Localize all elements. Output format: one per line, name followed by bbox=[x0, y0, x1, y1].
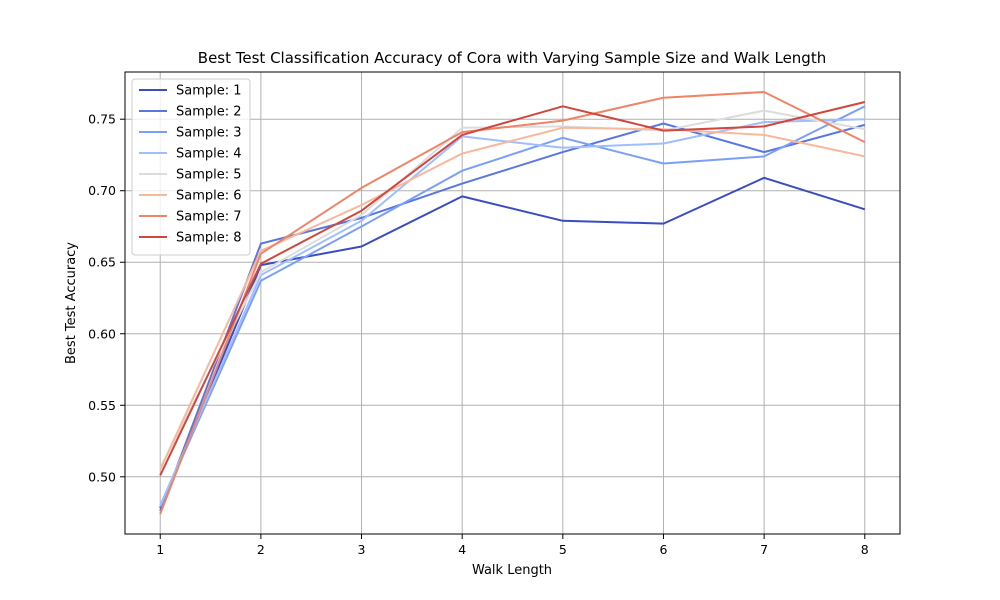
series-line-sample-4 bbox=[159, 118, 865, 506]
series-line-sample-3 bbox=[159, 105, 866, 508]
y-tick-label: 0.60 bbox=[88, 326, 116, 341]
legend-label: Sample: 3 bbox=[176, 126, 242, 141]
x-tick-label: 4 bbox=[458, 542, 466, 557]
x-tick-label: 6 bbox=[659, 542, 667, 557]
x-tick-label: 3 bbox=[358, 542, 366, 557]
y-tick-label: 0.55 bbox=[88, 398, 116, 413]
x-tick-label: 8 bbox=[861, 542, 869, 557]
legend-label: Sample: 8 bbox=[176, 231, 242, 246]
series-line-sample-8 bbox=[159, 101, 866, 476]
series-line-sample-7 bbox=[159, 91, 866, 515]
y-axis-label: Best Test Accuracy bbox=[64, 242, 79, 364]
series-line-sample-2 bbox=[159, 122, 866, 512]
x-tick-label: 1 bbox=[156, 542, 164, 557]
legend-label: Sample: 5 bbox=[176, 168, 242, 183]
x-tick-label: 5 bbox=[559, 542, 567, 557]
x-tick-label: 2 bbox=[257, 542, 265, 557]
legend-label: Sample: 6 bbox=[176, 189, 242, 204]
y-tick-label: 0.70 bbox=[88, 183, 116, 198]
legend-label: Sample: 7 bbox=[176, 210, 242, 225]
x-tick-label: 7 bbox=[760, 542, 768, 557]
y-tick-label: 0.50 bbox=[88, 469, 116, 484]
legend-label: Sample: 4 bbox=[176, 147, 242, 162]
series-line-sample-5 bbox=[159, 109, 865, 469]
legend-label: Sample: 1 bbox=[176, 84, 242, 99]
x-axis-label: Walk Length bbox=[472, 563, 552, 578]
series-lines bbox=[159, 91, 866, 515]
legend: Sample: 1 Sample: 2 Sample: 3 Sample: 4 Samp… bbox=[131, 78, 251, 256]
plot-frame bbox=[124, 71, 901, 535]
legend-box bbox=[131, 78, 251, 256]
axis-ticks: 1 2 3 4 5 6 7 8 0.50 0.55 0.60 0.65 0.70 0.75 bbox=[88, 112, 869, 557]
legend-label: Sample: 2 bbox=[176, 105, 242, 120]
chart-title: Best Test Classification Accuracy of Cor… bbox=[198, 49, 826, 67]
y-tick-label: 0.75 bbox=[88, 112, 116, 127]
series-line-sample-1 bbox=[159, 176, 866, 509]
y-tick-label: 0.65 bbox=[88, 255, 116, 270]
